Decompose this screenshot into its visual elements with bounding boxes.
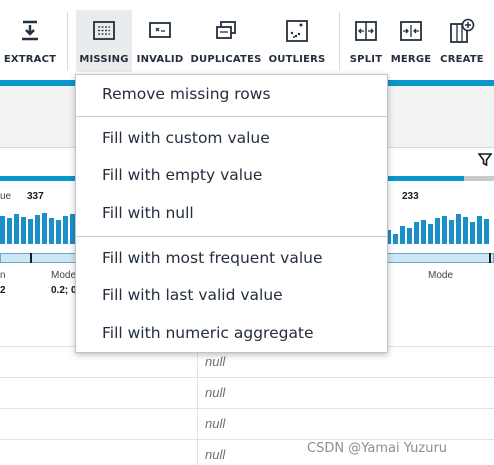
- table-row: [0, 439, 494, 465]
- menu-item-remove-missing-rows[interactable]: Remove missing rows: [102, 85, 271, 103]
- histogram-bar: [421, 220, 426, 244]
- menu-divider: [76, 236, 387, 237]
- histogram-bar: [56, 220, 61, 244]
- histogram-bar: [463, 217, 468, 244]
- transform-toolbar: EXTRACT MISSING INVALID DUPLICATES OUTLI…: [0, 0, 494, 76]
- histogram-bar: [456, 214, 461, 244]
- histogram-bar: [70, 214, 75, 244]
- column-divider: [197, 348, 198, 465]
- histogram-bar: [477, 216, 482, 244]
- menu-item-fill-last-valid[interactable]: Fill with last valid value: [102, 286, 283, 304]
- min-label: n: [0, 270, 6, 281]
- histogram-bar: [49, 218, 54, 244]
- mode-label: Mode: [51, 270, 77, 281]
- outliers-button[interactable]: OUTLIERS: [266, 10, 328, 72]
- mode-value: 0.2; 0: [51, 285, 77, 296]
- merge-button[interactable]: MERGE: [390, 10, 432, 72]
- mode-label: Mode: [428, 270, 454, 281]
- table-cell[interactable]: null: [205, 385, 226, 400]
- histogram-bar: [470, 222, 475, 244]
- outliers-icon: [284, 18, 310, 44]
- table-cell[interactable]: null: [205, 354, 226, 369]
- histogram-bar: [42, 213, 47, 244]
- column-histogram: [0, 204, 75, 244]
- create-icon: [449, 18, 475, 44]
- table-row: [0, 377, 494, 408]
- extract-icon: [17, 18, 43, 44]
- table-cell[interactable]: null: [205, 447, 226, 462]
- menu-divider: [76, 116, 387, 117]
- menu-item-fill-null[interactable]: Fill with null: [102, 204, 194, 222]
- merge-icon: [398, 18, 424, 44]
- histogram-bar: [484, 219, 489, 244]
- column-quality-bar: [0, 176, 78, 181]
- stat-value: 337: [27, 191, 44, 202]
- column-quality-bar-missing: [464, 176, 494, 181]
- range-marker: [30, 253, 32, 263]
- menu-item-fill-most-frequent[interactable]: Fill with most frequent value: [102, 249, 323, 267]
- toolbar-divider: [339, 12, 340, 70]
- duplicates-button[interactable]: DUPLICATES: [190, 10, 262, 72]
- table-row: [0, 408, 494, 439]
- min-value: 2: [0, 285, 6, 296]
- histogram-bar: [435, 218, 440, 244]
- histogram-bar: [35, 215, 40, 244]
- histogram-bar: [414, 222, 419, 244]
- column-histogram: [386, 204, 489, 244]
- histogram-bar: [449, 220, 454, 244]
- range-indicator: [386, 253, 494, 263]
- missing-icon: [91, 18, 117, 44]
- menu-item-fill-empty-value[interactable]: Fill with empty value: [102, 166, 263, 184]
- range-indicator: [0, 253, 78, 263]
- split-button[interactable]: SPLIT: [346, 10, 386, 72]
- create-button[interactable]: CREATE: [437, 10, 487, 72]
- duplicates-icon: [213, 18, 239, 44]
- missing-dropdown-menu: Remove missing rows Fill with custom val…: [75, 74, 388, 353]
- histogram-bar: [386, 230, 391, 244]
- stat-label: ue: [0, 191, 12, 202]
- invalid-button[interactable]: INVALID: [134, 10, 186, 72]
- histogram-bar: [21, 217, 26, 244]
- histogram-bar: [63, 216, 68, 244]
- histogram-bar: [7, 218, 12, 244]
- column-quality-bar: [386, 176, 464, 181]
- histogram-bar: [407, 228, 412, 244]
- toolbar-divider: [67, 12, 68, 70]
- range-marker: [489, 253, 491, 263]
- table-cell[interactable]: null: [205, 416, 226, 431]
- invalid-icon: [147, 18, 173, 44]
- histogram-bar: [400, 226, 405, 244]
- histogram-bar: [14, 214, 19, 244]
- filter-icon[interactable]: [477, 153, 493, 172]
- histogram-bar: [442, 216, 447, 244]
- menu-item-fill-numeric-aggregate[interactable]: Fill with numeric aggregate: [102, 324, 314, 342]
- split-icon: [353, 18, 379, 44]
- histogram-bar: [393, 234, 398, 244]
- menu-item-fill-custom-value[interactable]: Fill with custom value: [102, 129, 270, 147]
- extract-button[interactable]: EXTRACT: [2, 10, 58, 72]
- histogram-bar: [0, 216, 5, 244]
- watermark-text: CSDN @Yamai Yuzuru: [307, 441, 448, 456]
- histogram-bar: [28, 219, 33, 244]
- missing-button[interactable]: MISSING: [76, 10, 132, 72]
- histogram-bar: [428, 224, 433, 244]
- stat-value: 233: [402, 191, 419, 202]
